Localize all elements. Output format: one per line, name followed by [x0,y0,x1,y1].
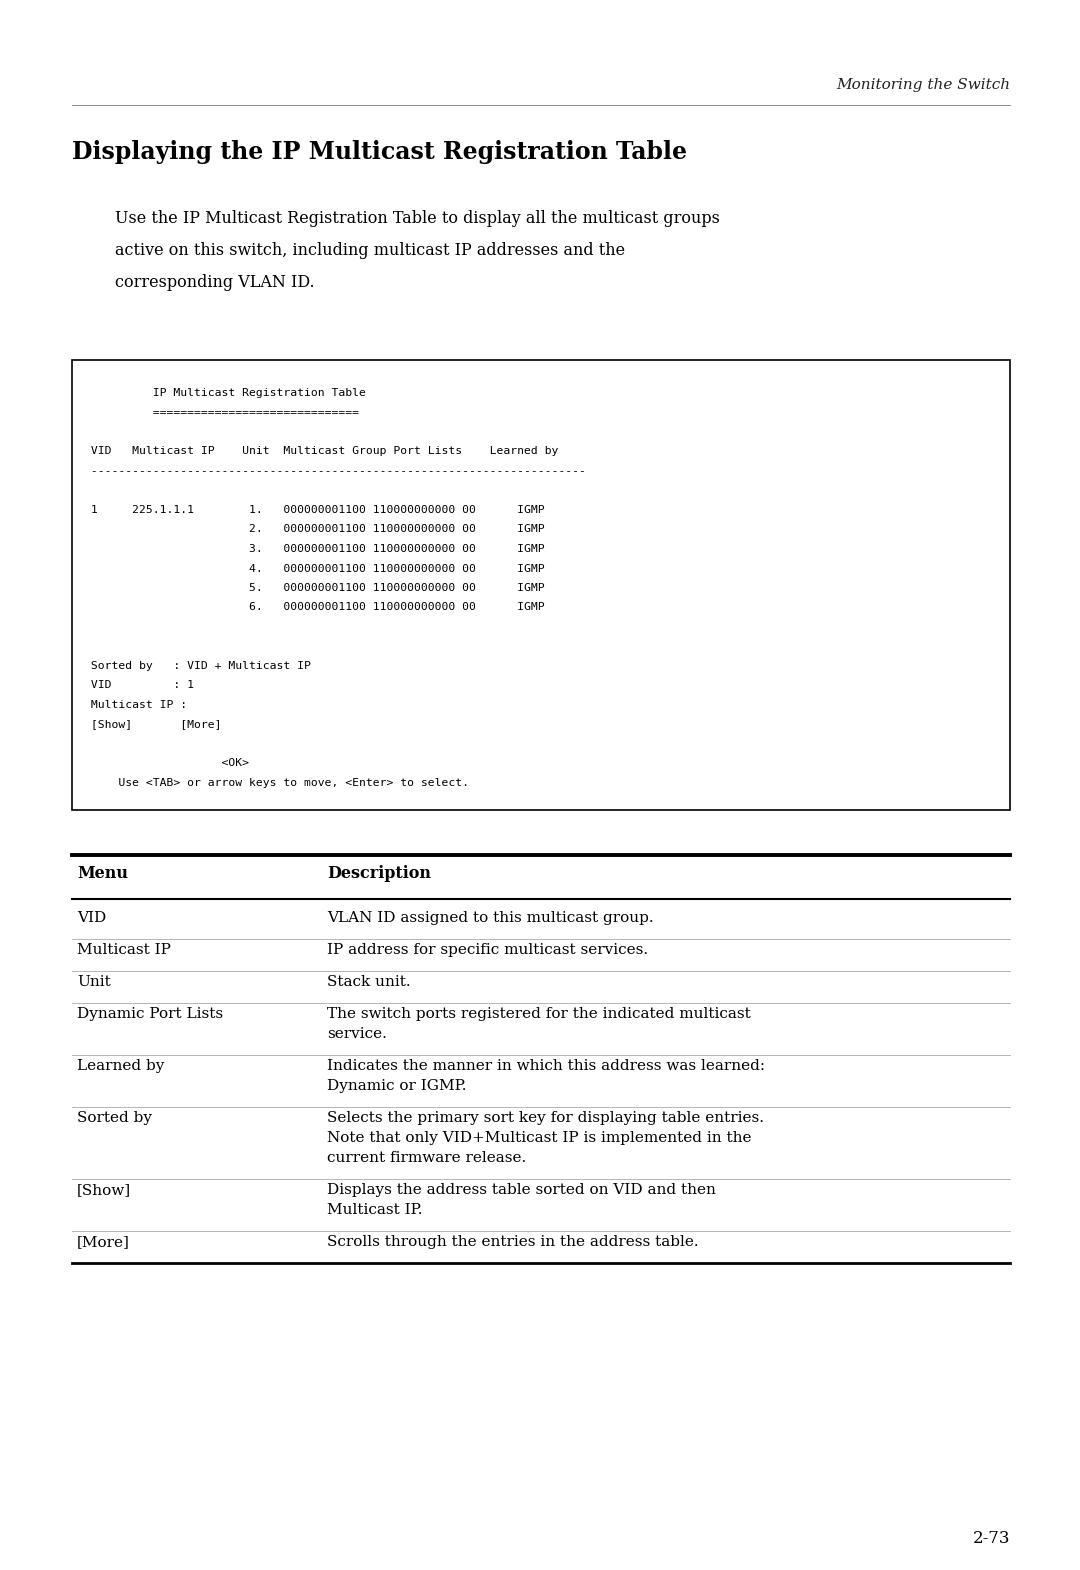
Text: Dynamic Port Lists: Dynamic Port Lists [77,1006,224,1020]
Text: Dynamic or IGMP.: Dynamic or IGMP. [327,1079,467,1093]
Text: 2.   000000001100 110000000000 00      IGMP: 2. 000000001100 110000000000 00 IGMP [84,524,544,534]
Text: 3.   000000001100 110000000000 00      IGMP: 3. 000000001100 110000000000 00 IGMP [84,543,544,554]
Text: Unit: Unit [77,975,111,989]
Text: VID   Multicast IP    Unit  Multicast Group Port Lists    Learned by: VID Multicast IP Unit Multicast Group Po… [84,446,558,457]
Text: active on this switch, including multicast IP addresses and the: active on this switch, including multica… [114,242,625,259]
Text: VID         : 1: VID : 1 [84,680,194,691]
Text: Note that only VID+Multicast IP is implemented in the: Note that only VID+Multicast IP is imple… [327,1130,752,1145]
Text: Selects the primary sort key for displaying table entries.: Selects the primary sort key for display… [327,1112,764,1126]
Text: [More]: [More] [77,1236,130,1250]
Text: 1     225.1.1.1        1.   000000001100 110000000000 00      IGMP: 1 225.1.1.1 1. 000000001100 110000000000… [84,506,544,515]
Text: Displaying the IP Multicast Registration Table: Displaying the IP Multicast Registration… [72,140,687,163]
Text: Sorted by: Sorted by [77,1112,152,1126]
Bar [72,360,1010,810]
Text: 5.   000000001100 110000000000 00      IGMP: 5. 000000001100 110000000000 00 IGMP [84,582,544,593]
Text: Monitoring the Switch: Monitoring the Switch [836,78,1010,93]
Text: corresponding VLAN ID.: corresponding VLAN ID. [114,275,314,290]
Text: Use <TAB> or arrow keys to move, <Enter> to select.: Use <TAB> or arrow keys to move, <Enter>… [84,779,469,788]
Text: current firmware release.: current firmware release. [327,1151,526,1165]
Text: 2-73: 2-73 [972,1531,1010,1546]
Text: Stack unit.: Stack unit. [327,975,410,989]
Text: Multicast IP :: Multicast IP : [84,700,187,710]
Text: service.: service. [327,1027,387,1041]
Text: Sorted by   : VID + Multicast IP: Sorted by : VID + Multicast IP [84,661,311,670]
Text: Use the IP Multicast Registration Table to display all the multicast groups: Use the IP Multicast Registration Table … [114,210,720,228]
Text: The switch ports registered for the indicated multicast: The switch ports registered for the indi… [327,1006,751,1020]
Text: Displays the address table sorted on VID and then: Displays the address table sorted on VID… [327,1184,716,1196]
Text: [Show]: [Show] [77,1184,131,1196]
Text: Multicast IP: Multicast IP [77,944,171,958]
Text: [Show]       [More]: [Show] [More] [84,719,221,730]
Text: IP Multicast Registration Table: IP Multicast Registration Table [84,388,366,399]
Text: 4.   000000001100 110000000000 00      IGMP: 4. 000000001100 110000000000 00 IGMP [84,564,544,573]
Text: Indicates the manner in which this address was learned:: Indicates the manner in which this addre… [327,1060,765,1072]
Text: ------------------------------------------------------------------------: ----------------------------------------… [84,466,585,476]
Text: VLAN ID assigned to this multicast group.: VLAN ID assigned to this multicast group… [327,911,653,925]
Text: Scrolls through the entries in the address table.: Scrolls through the entries in the addre… [327,1236,699,1250]
Text: Learned by: Learned by [77,1060,164,1072]
Text: <OK>: <OK> [84,758,249,768]
Text: IP address for specific multicast services.: IP address for specific multicast servic… [327,944,648,958]
Text: 6.   000000001100 110000000000 00      IGMP: 6. 000000001100 110000000000 00 IGMP [84,603,544,612]
Text: Multicast IP.: Multicast IP. [327,1203,422,1217]
Text: Menu: Menu [77,865,129,882]
Text: Description: Description [327,865,431,882]
Text: ==============================: ============================== [84,408,359,418]
Text: VID: VID [77,911,106,925]
